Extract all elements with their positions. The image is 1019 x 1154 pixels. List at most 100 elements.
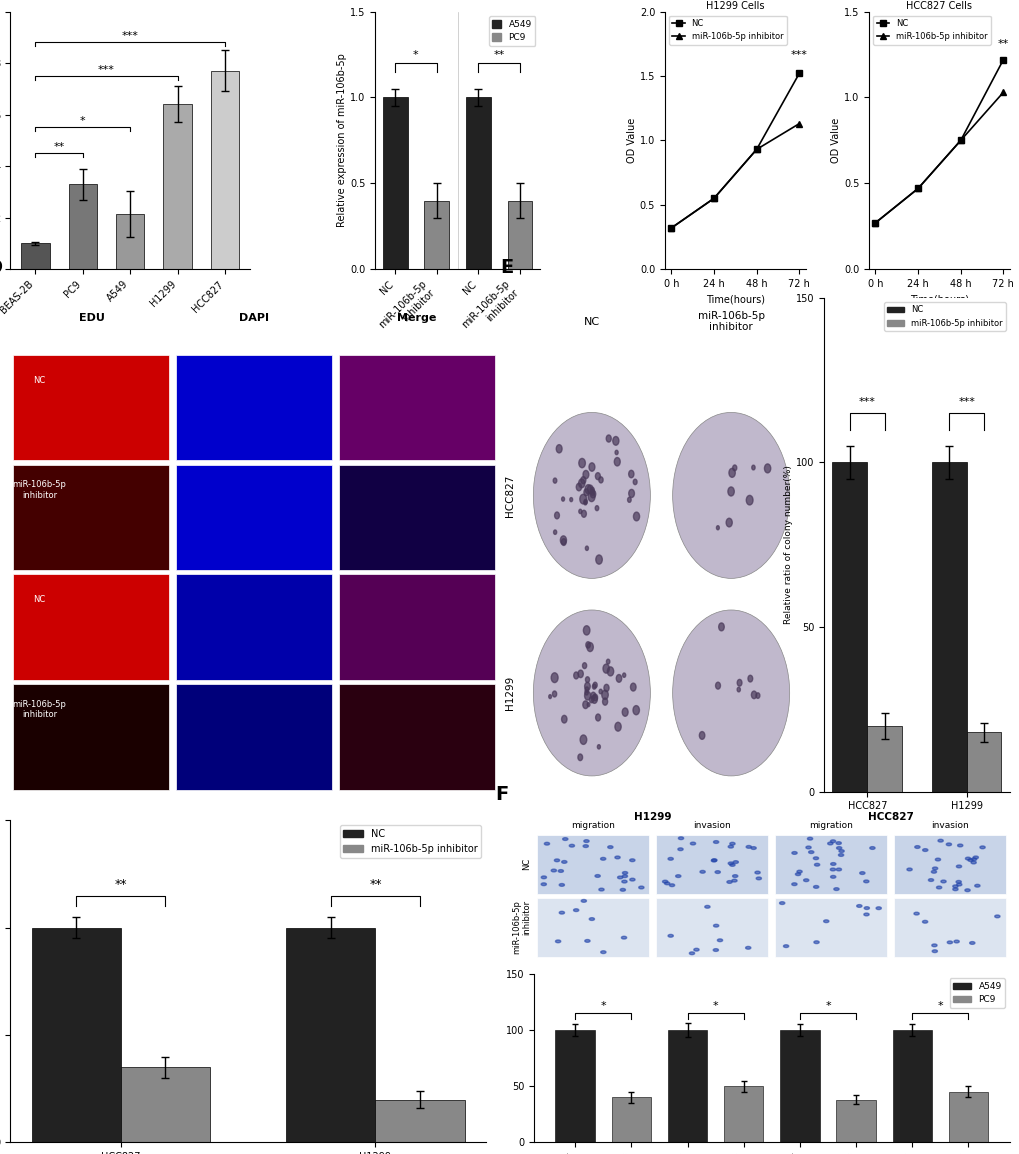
Circle shape [587,485,592,493]
Circle shape [581,899,586,902]
Circle shape [829,862,836,866]
Circle shape [620,889,625,891]
Bar [537,898,649,957]
Bar [163,104,192,269]
Text: NC: NC [522,859,531,870]
Circle shape [783,945,788,947]
Circle shape [615,674,622,682]
Y-axis label: Relative ratio of colony number(%): Relative ratio of colony number(%) [784,465,792,624]
Bar [13,575,169,680]
Circle shape [622,875,627,877]
Circle shape [584,691,590,700]
Bar [723,1086,762,1142]
Circle shape [595,473,600,480]
Circle shape [731,879,737,882]
Legend: A549, PC9: A549, PC9 [949,979,1005,1007]
Circle shape [582,662,586,668]
Circle shape [946,842,951,846]
Circle shape [751,691,756,698]
Circle shape [597,744,600,749]
Text: miR-106b-5p
inhibitor: miR-106b-5p inhibitor [12,699,66,719]
Circle shape [638,886,643,889]
Circle shape [947,941,952,944]
Circle shape [587,703,589,706]
Bar [176,465,332,570]
Text: **: ** [114,878,127,891]
Title: H1299 Cells: H1299 Cells [705,1,764,10]
Circle shape [863,907,868,909]
Bar [656,898,767,957]
Circle shape [580,735,586,744]
Circle shape [601,690,607,699]
Circle shape [693,949,698,951]
Text: HCC827: HCC827 [0,384,2,430]
Circle shape [922,848,927,852]
Bar [68,185,97,269]
Circle shape [934,859,940,861]
Legend: NC, miR-106b-5p inhibitor: NC, miR-106b-5p inhibitor [668,16,786,45]
Bar [948,1092,987,1142]
Bar [21,243,50,269]
Circle shape [630,683,636,691]
Circle shape [613,457,620,466]
Text: H1299: H1299 [634,812,671,823]
Circle shape [621,936,626,939]
Circle shape [550,869,556,872]
Circle shape [746,495,752,505]
Circle shape [585,485,591,494]
Bar [338,684,494,789]
NC [954,134,966,148]
Circle shape [747,675,752,682]
Circle shape [553,530,556,534]
Circle shape [558,884,564,886]
Bar [836,1100,875,1142]
Circle shape [672,412,789,578]
Bar [780,1031,818,1142]
Circle shape [541,883,546,885]
Line: miR-106b-5p inhibitor: miR-106b-5p inhibitor [871,89,1006,226]
Circle shape [672,610,789,775]
Circle shape [589,697,593,703]
Bar [176,684,332,789]
Bar [211,70,239,269]
Text: NC: NC [34,595,46,605]
Bar [466,97,490,269]
Circle shape [583,500,587,504]
Circle shape [727,881,732,883]
miR-106b-5p inhibitor [793,117,805,130]
Y-axis label: OD Value: OD Value [830,118,841,163]
Circle shape [605,435,610,442]
Circle shape [622,707,628,717]
Circle shape [729,469,735,478]
Circle shape [913,912,918,915]
Circle shape [633,479,637,485]
Circle shape [667,857,673,860]
Circle shape [614,856,620,859]
Text: E: E [499,258,513,277]
Circle shape [732,875,737,877]
Circle shape [628,489,634,497]
Title: HCC827 Cells: HCC827 Cells [906,1,971,10]
Circle shape [586,643,593,652]
Circle shape [754,871,759,874]
Circle shape [558,912,564,914]
Circle shape [956,883,961,886]
Bar [338,465,494,570]
Text: Merge: Merge [396,313,436,323]
Bar [338,575,494,680]
Circle shape [616,876,623,879]
Legend: NC, miR-106b-5p inhibitor: NC, miR-106b-5p inhibitor [872,16,989,45]
Circle shape [592,684,595,689]
Circle shape [779,901,784,905]
Circle shape [689,952,694,954]
Circle shape [602,664,608,673]
Circle shape [856,905,861,907]
NC [664,222,677,235]
Bar [286,928,375,1142]
Circle shape [614,722,621,732]
Circle shape [583,840,589,842]
Bar [32,928,121,1142]
Circle shape [584,939,589,943]
Circle shape [829,868,835,871]
Bar [382,97,408,269]
